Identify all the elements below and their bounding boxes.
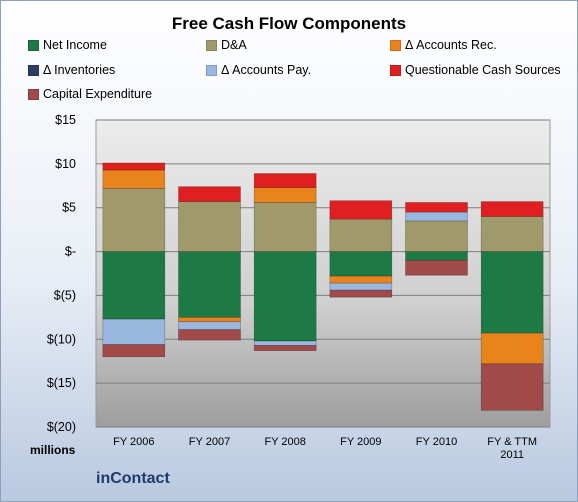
- bar-segment: [102, 169, 166, 189]
- bar-segment: [102, 188, 166, 252]
- units-label: millions: [30, 443, 76, 457]
- bar-segment: [102, 344, 166, 358]
- bar-segment: [178, 321, 241, 330]
- bar-segment: [253, 202, 317, 252]
- legend-label: Δ Accounts Rec.: [405, 38, 497, 52]
- bar-segment: [178, 186, 241, 202]
- legend-swatch: [28, 39, 39, 51]
- y-tick-label: $5: [62, 201, 76, 215]
- x-tick-label: FY 2008: [264, 436, 305, 448]
- legend-label: D&A: [221, 38, 247, 52]
- legend-label: Capital Expenditure: [43, 87, 153, 101]
- bar-segment: [480, 201, 544, 217]
- bar-segment: [405, 220, 468, 252]
- y-tick-label: $15: [55, 113, 76, 127]
- bar-segment: [102, 251, 166, 320]
- bar-segment: [329, 275, 393, 284]
- y-tick-label: $(15): [47, 376, 76, 390]
- bar-segment: [480, 332, 544, 365]
- y-tick-label: $(20): [47, 420, 76, 434]
- legend-item: Δ Accounts Pay.: [206, 63, 311, 77]
- bar-segment: [329, 282, 393, 291]
- y-tick-label: $(10): [47, 332, 76, 346]
- x-tick-label: 2011: [500, 449, 524, 461]
- bar-segment: [329, 200, 393, 220]
- x-tick-label: FY 2007: [189, 436, 230, 448]
- bar-segment: [329, 251, 393, 277]
- bar-segment: [405, 202, 468, 213]
- y-tick-label: $(5): [54, 288, 76, 302]
- legend-swatch: [28, 64, 39, 76]
- bar-segment: [178, 317, 241, 323]
- legend-label: Δ Accounts Pay.: [221, 63, 312, 77]
- legend-item: Δ Accounts Rec.: [390, 38, 497, 52]
- footer-brand: inContact: [96, 470, 170, 487]
- bar-segment: [253, 345, 317, 351]
- legend-item: Capital Expenditure: [28, 87, 152, 101]
- legend-item: Net Income: [28, 38, 107, 52]
- bar-segment: [405, 251, 468, 261]
- legend-swatch: [390, 39, 401, 51]
- bar-segment: [253, 251, 317, 342]
- bar-segment: [480, 251, 544, 334]
- legend-label: Δ Inventories: [43, 63, 116, 77]
- bar-segment: [329, 218, 393, 252]
- bar-segment: [178, 201, 241, 252]
- bar-segment: [329, 289, 393, 298]
- legend-item: Δ Inventories: [28, 63, 115, 77]
- legend-label: Questionable Cash Sources: [405, 63, 561, 77]
- legend-swatch: [28, 88, 39, 100]
- plot-area: [95, 119, 551, 428]
- legend-item: Questionable Cash Sources: [390, 63, 561, 77]
- legend-item: D&A: [206, 38, 247, 52]
- bar-segment: [102, 318, 166, 345]
- x-tick-label: FY 2010: [416, 436, 457, 448]
- legend-label: Net Income: [43, 38, 107, 52]
- bar-segment: [102, 162, 166, 171]
- bar-segment: [253, 173, 317, 188]
- bar-segment: [405, 260, 468, 276]
- bar-segment: [178, 251, 241, 318]
- x-tick-label: FY 2006: [113, 436, 154, 448]
- x-tick-label: FY 2009: [340, 436, 381, 448]
- x-tick-label: FY & TTM: [487, 436, 537, 448]
- chart-title: Free Cash Flow Components: [171, 14, 407, 33]
- y-tick-label: $-: [65, 245, 76, 259]
- bar-segment: [253, 340, 317, 346]
- legend-swatch: [206, 39, 217, 51]
- legend-swatch: [206, 64, 217, 76]
- y-tick-label: $10: [55, 157, 76, 171]
- bar-segment: [405, 211, 468, 222]
- bar-segment: [178, 329, 241, 341]
- bar-segment: [253, 187, 317, 203]
- bar-segment: [480, 216, 544, 252]
- legend-swatch: [390, 64, 401, 76]
- bar-segment: [480, 363, 544, 411]
